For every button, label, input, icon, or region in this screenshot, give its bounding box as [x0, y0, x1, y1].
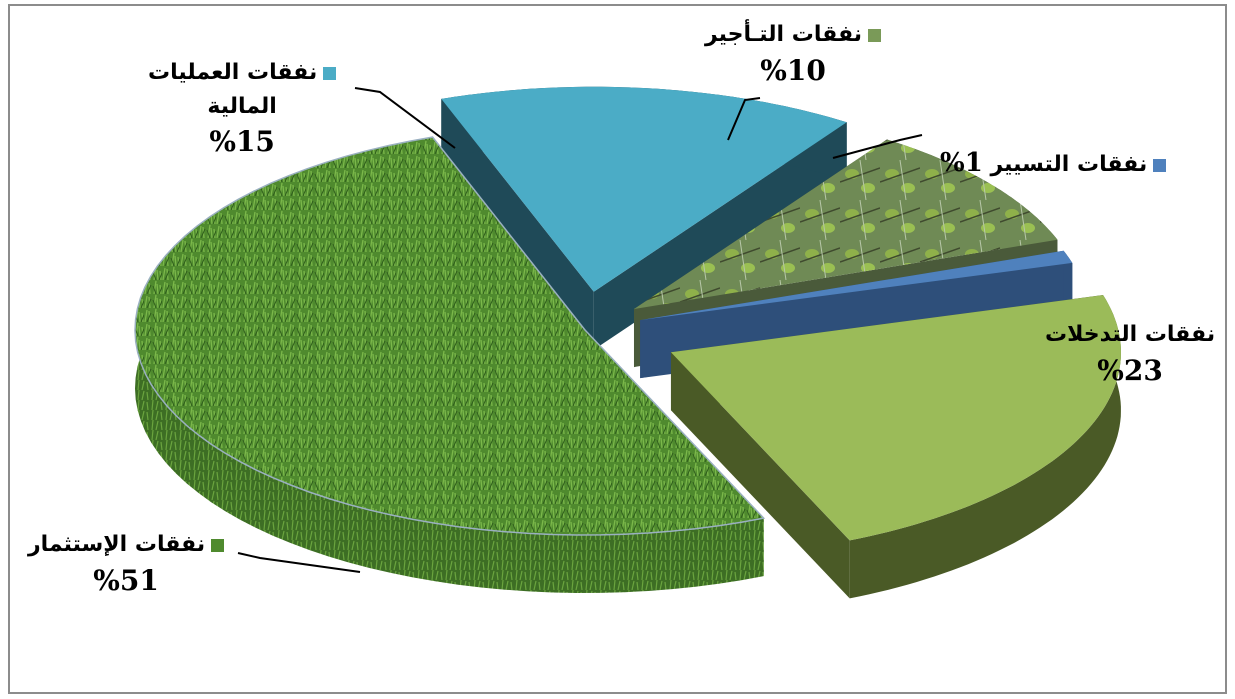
slice-financial-ops-top: [441, 86, 847, 292]
swatch-rent: [868, 28, 882, 42]
label-rent-name: نفقات التـأجير: [705, 22, 863, 47]
label-rent-pct: %10: [760, 54, 826, 88]
label-interventions-pct: %23: [1097, 354, 1163, 388]
slice-financial-ops: [441, 86, 847, 350]
slice-investment-top: [134, 136, 766, 536]
label-financial-ops-pct: %15: [209, 124, 275, 158]
label-operations-pct: 1%: [940, 148, 983, 178]
label-financial-ops-line1: نفقات العمليات: [148, 60, 318, 85]
slice-investment: [134, 136, 766, 593]
swatch-financial-ops: [323, 66, 337, 80]
slice-interventions: [670, 295, 1121, 599]
leader-rent: [727, 97, 761, 141]
label-financial-ops-line2: المالية: [207, 94, 277, 120]
label-interventions-name: نفقات التدخلات: [1045, 322, 1216, 347]
slice-interventions-rim: [849, 295, 1121, 599]
slice-financial-ops-wall-0: [441, 98, 594, 350]
label-rent: نفقات التـأجير %10: [705, 22, 882, 88]
swatch-operations: [1153, 158, 1167, 172]
label-investment-name: نفقات الإستثمار: [28, 532, 206, 557]
label-operations: نفقات التسيير 1%: [940, 148, 1167, 179]
label-operations-name: نفقات التسيير: [990, 152, 1148, 177]
leader-investment: [237, 552, 361, 573]
label-financial-ops: نفقات العمليات المالية %15: [148, 60, 337, 158]
leader-operations: [832, 134, 923, 159]
swatch-investment: [211, 538, 225, 552]
label-investment-pct: %51: [93, 564, 159, 598]
label-interventions: نفقات التدخلات %23: [1045, 322, 1215, 388]
slice-financial-ops-wall-1: [593, 122, 847, 350]
slice-rent-top: [633, 139, 1058, 310]
leader-financial-ops: [354, 87, 456, 149]
slice-interventions-top: [670, 295, 1121, 541]
slice-operations-top: [640, 250, 1073, 321]
slice-investment-rim: [135, 137, 764, 593]
label-investment: نفقات الإستثمار %51: [28, 532, 225, 598]
slice-interventions-wall-1: [670, 352, 850, 599]
